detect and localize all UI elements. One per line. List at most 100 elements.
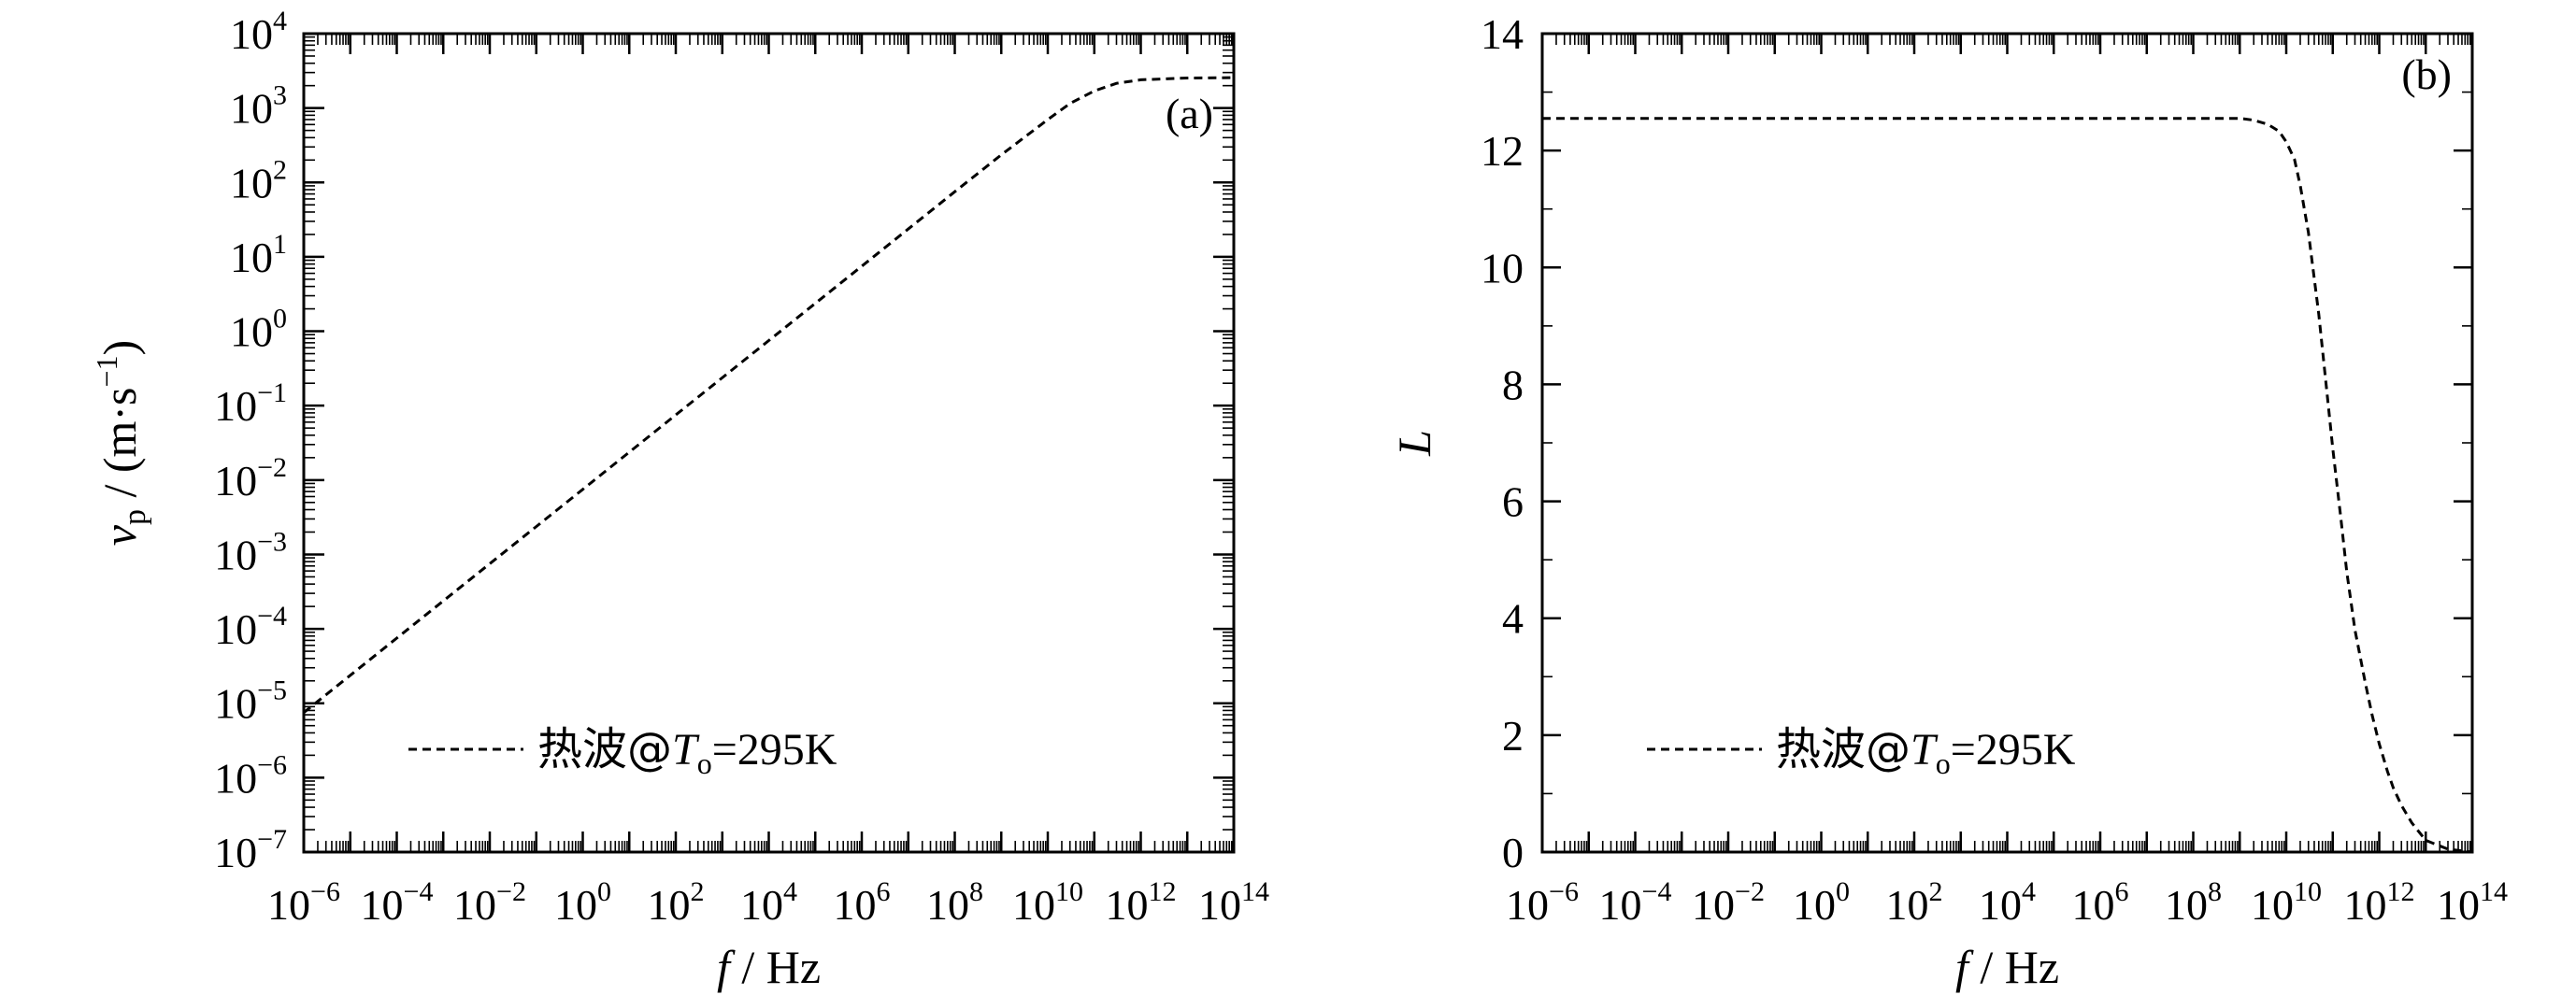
x-tick-label: 1014: [1198, 876, 1269, 929]
y-axis-label-sub: p: [118, 509, 152, 525]
legend-suffix: =295K: [712, 725, 837, 775]
x-tick-base: 10: [1599, 881, 1642, 929]
y-tick-label: 102: [230, 154, 287, 206]
x-tick-label: 106: [834, 876, 891, 929]
x-tick-label: 102: [1886, 876, 1943, 929]
x-tick-exp: 10: [2294, 876, 2322, 907]
x-tick-base: 10: [2437, 881, 2480, 929]
legend-var: T: [1911, 725, 1939, 775]
y-tick-exp: −6: [257, 749, 287, 780]
x-tick-exp: 8: [2208, 876, 2222, 907]
x-tick-label: 10−4: [1599, 876, 1672, 929]
x-tick-label: 100: [1793, 876, 1850, 929]
legend: 热波@To=295K: [1647, 723, 2076, 780]
x-tick-label: 102: [648, 876, 705, 929]
x-tick-label: 10−6: [267, 876, 340, 929]
y-tick-exp: 2: [273, 154, 287, 185]
x-tick-base: 10: [453, 881, 496, 929]
x-tick-label: 10−2: [453, 876, 526, 929]
x-tick-exp: 4: [783, 876, 797, 907]
legend-prefix: 热波@: [537, 723, 672, 775]
y-tick-exp: −1: [257, 377, 287, 408]
x-tick-label: 104: [1979, 876, 2036, 929]
x-axis-label-unit: / Hz: [1968, 941, 2059, 993]
y-tick-base: 10: [230, 85, 273, 133]
x-tick-base: 10: [1106, 881, 1149, 929]
x-tick-base: 10: [267, 881, 310, 929]
x-tick-exp: 0: [597, 876, 611, 907]
x-tick-base: 10: [1198, 881, 1241, 929]
y-tick-label: 10−3: [214, 526, 287, 578]
x-tick-exp: −6: [310, 876, 340, 907]
x-tick-base: 10: [2072, 881, 2115, 929]
y-axis-label-unit: / (m·s: [93, 387, 146, 509]
x-tick-base: 10: [834, 881, 877, 929]
x-tick-exp: −6: [1549, 876, 1579, 907]
x-tick-exp: 12: [2387, 876, 2415, 907]
y-tick-exp: −5: [257, 675, 287, 706]
y-tick-label: 10: [1481, 244, 1524, 291]
x-tick-exp: −2: [1735, 876, 1765, 907]
x-tick-base: 10: [1886, 881, 1929, 929]
x-tick-exp: 4: [2022, 876, 2036, 907]
legend-prefix: 热波@: [1776, 723, 1911, 775]
x-tick-exp: 0: [1836, 876, 1850, 907]
y-tick-label: 100: [230, 304, 287, 356]
x-tick-label: 104: [740, 876, 797, 929]
y-tick-exp: −7: [257, 824, 287, 855]
y-axis-label-var: v: [93, 524, 146, 546]
y-tick-base: 10: [214, 754, 257, 802]
panel-label: (a): [1166, 90, 1213, 137]
y-tick-exp: 1: [273, 229, 287, 260]
x-tick-exp: 14: [1241, 876, 1269, 907]
y-tick-base: 10: [214, 382, 257, 430]
x-tick-exp: 10: [1055, 876, 1083, 907]
x-tick-exp: 2: [691, 876, 705, 907]
legend-suffix: =295K: [1951, 725, 2076, 775]
x-tick-label: 100: [554, 876, 611, 929]
x-axis-ticks: [302, 34, 1233, 852]
y-axis-ticks: [304, 36, 1234, 854]
y-tick-label: 0: [1502, 829, 1524, 876]
y-tick-label: 103: [230, 80, 287, 133]
x-tick-exp: 14: [2480, 876, 2508, 907]
x-axis-label-unit: / Hz: [730, 941, 821, 993]
y-tick-base: 10: [214, 829, 257, 876]
x-tick-base: 10: [1692, 881, 1735, 929]
legend-label: 热波@To=295K: [1776, 723, 2076, 780]
y-tick-label: 6: [1502, 478, 1524, 526]
x-tick-base: 10: [1979, 881, 2022, 929]
x-tick-label: 1012: [1106, 876, 1177, 929]
x-tick-exp: 6: [877, 876, 891, 907]
y-tick-label: 8: [1502, 361, 1524, 408]
y-tick-base: 10: [214, 457, 257, 505]
x-axis-label: f / Hz: [717, 941, 821, 993]
x-tick-label: 1010: [2251, 876, 2322, 929]
y-tick-exp: −4: [257, 601, 287, 632]
panel-b: 10−6 10−4 10−2 100 102 104 106 108 1010 1012 10140…: [1388, 10, 2508, 993]
y-tick-exp: −3: [257, 526, 287, 557]
x-axis-label: f / Hz: [1955, 941, 2059, 993]
y-tick-base: 10: [230, 234, 273, 281]
y-tick-label: 10−2: [214, 452, 287, 505]
x-tick-label: 108: [2165, 876, 2222, 929]
y-tick-exp: 3: [273, 80, 287, 111]
y-tick-label: 14: [1481, 10, 1524, 58]
x-tick-base: 10: [2344, 881, 2387, 929]
y-tick-label: 10−5: [214, 675, 287, 728]
x-tick-base: 10: [1012, 881, 1055, 929]
y-tick-label: 10−6: [214, 749, 287, 802]
y-tick-label: 4: [1502, 595, 1524, 643]
series-line: [303, 76, 1235, 714]
x-tick-label: 108: [926, 876, 983, 929]
x-tick-base: 10: [554, 881, 597, 929]
x-tick-exp: 12: [1149, 876, 1177, 907]
y-tick-base: 10: [230, 159, 273, 206]
panel-label: (b): [2401, 50, 2452, 98]
x-tick-exp: −4: [404, 876, 434, 907]
y-tick-label: 2: [1502, 712, 1524, 760]
x-tick-exp: 2: [1929, 876, 1943, 907]
x-tick-label: 106: [2072, 876, 2129, 929]
x-tick-exp: 6: [2115, 876, 2129, 907]
